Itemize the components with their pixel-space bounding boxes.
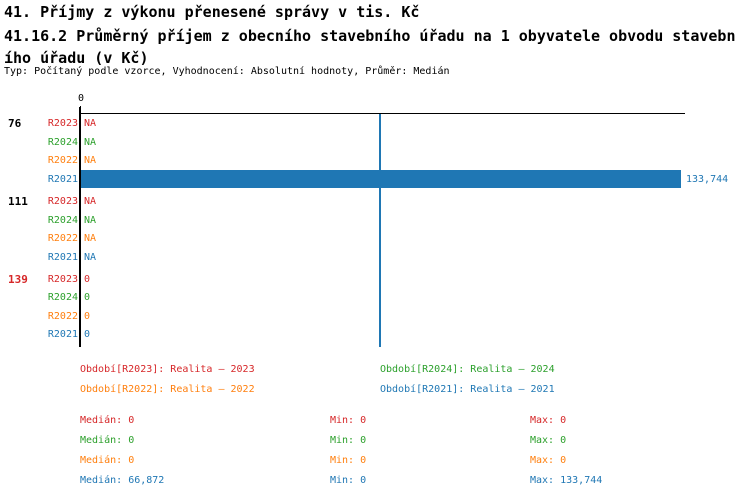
series-label-r2024: R2024 xyxy=(47,137,78,148)
stat-median-r2023: Medián: 0 xyxy=(80,414,134,427)
group-label-76: 76 xyxy=(8,117,22,130)
value-label: 0 xyxy=(84,311,91,322)
chart-row: R2024 NA xyxy=(0,214,750,227)
stat-value: 0 xyxy=(128,415,135,426)
stat-value: 0 xyxy=(360,475,367,486)
stat-label: Medián: xyxy=(80,455,123,466)
stat-value: 66,872 xyxy=(128,475,165,486)
chart-row: R2024 NA xyxy=(0,136,750,149)
group-label-111: 111 xyxy=(8,195,28,208)
bar-r2021-group-76 xyxy=(81,170,681,188)
stat-value: 0 xyxy=(360,435,367,446)
median-line xyxy=(379,114,381,347)
stat-value: 0 xyxy=(128,455,135,466)
stat-label: Min: xyxy=(330,415,355,426)
x-axis-zero-tick-label: 0 xyxy=(77,93,85,104)
series-label-r2023: R2023 xyxy=(47,274,78,285)
chart-row: 76 R2023 NA xyxy=(0,117,750,130)
legend-item-r2024: Období[R2024]: Realita – 2024 xyxy=(380,364,555,375)
chart-row: R2024 0 xyxy=(0,291,750,304)
series-label-r2021: R2021 xyxy=(47,252,78,263)
indicator-meta-line: Typ: Počítaný podle vzorce, Vyhodnocení:… xyxy=(4,66,450,77)
series-label-r2022: R2022 xyxy=(47,311,78,322)
stat-label: Min: xyxy=(330,455,355,466)
series-label-r2023: R2023 xyxy=(47,196,78,207)
page-title: 41. Příjmy z výkonu přenesené správy v t… xyxy=(4,3,420,21)
y-axis-line xyxy=(79,107,81,347)
legend-item-r2021: Období[R2021]: Realita – 2021 xyxy=(380,384,555,395)
value-label: NA xyxy=(84,233,97,244)
stat-value: 0 xyxy=(560,415,567,426)
series-label-r2023: R2023 xyxy=(47,118,78,129)
stat-label: Max: xyxy=(530,455,555,466)
series-label-r2022: R2022 xyxy=(47,155,78,166)
stat-median-r2022: Medián: 0 xyxy=(80,454,134,467)
stat-min-r2021: Min: 0 xyxy=(330,474,366,487)
stat-max-r2024: Max: 0 xyxy=(530,434,566,447)
stat-label: Min: xyxy=(330,435,355,446)
stat-label: Medián: xyxy=(80,435,123,446)
chart-row: 139 R2023 0 xyxy=(0,273,750,286)
series-label-r2022: R2022 xyxy=(47,233,78,244)
indicator-title: 41.16.2 Průměrný příjem z obecního stave… xyxy=(4,27,736,67)
value-label: NA xyxy=(84,118,97,129)
chart-row: R2022 0 xyxy=(0,310,750,323)
stat-value: 0 xyxy=(360,415,367,426)
stat-value: 0 xyxy=(360,455,367,466)
chart-row: R2022 NA xyxy=(0,232,750,245)
stat-min-r2024: Min: 0 xyxy=(330,434,366,447)
stat-label: Min: xyxy=(330,475,355,486)
stat-label: Medián: xyxy=(80,415,123,426)
legend-item-r2022: Období[R2022]: Realita – 2022 xyxy=(80,384,255,395)
value-label: NA xyxy=(84,252,97,263)
stat-label: Max: xyxy=(530,475,555,486)
stat-max-r2022: Max: 0 xyxy=(530,454,566,467)
series-label-r2021: R2021 xyxy=(47,329,78,340)
x-axis-line xyxy=(80,113,685,114)
bar-value-label: 133,744 xyxy=(686,174,729,185)
value-label: NA xyxy=(84,155,97,166)
stat-label: Max: xyxy=(530,435,555,446)
stat-min-r2023: Min: 0 xyxy=(330,414,366,427)
legend-item-r2023: Období[R2023]: Realita – 2023 xyxy=(80,364,255,375)
chart-row: 111 R2023 NA xyxy=(0,195,750,208)
chart-row: R2021 0 xyxy=(0,328,750,341)
stat-value: 133,744 xyxy=(560,475,603,486)
chart-row: R2021 NA xyxy=(0,251,750,264)
stat-min-r2022: Min: 0 xyxy=(330,454,366,467)
stat-max-r2023: Max: 0 xyxy=(530,414,566,427)
stat-label: Max: xyxy=(530,415,555,426)
value-label: 0 xyxy=(84,329,91,340)
stat-value: 0 xyxy=(560,435,567,446)
group-label-139: 139 xyxy=(8,273,28,286)
series-label-r2021: R2021 xyxy=(47,174,78,185)
series-label-r2024: R2024 xyxy=(47,292,78,303)
chart-row: R2021 xyxy=(0,173,750,186)
stat-max-r2021: Max: 133,744 xyxy=(530,474,602,487)
stat-median-r2021: Medián: 66,872 xyxy=(80,474,164,487)
series-label-r2024: R2024 xyxy=(47,215,78,226)
value-label: NA xyxy=(84,196,97,207)
stat-label: Medián: xyxy=(80,475,123,486)
chart-row: R2022 NA xyxy=(0,154,750,167)
value-label: 0 xyxy=(84,274,91,285)
stat-value: 0 xyxy=(560,455,567,466)
value-label: NA xyxy=(84,137,97,148)
stat-median-r2024: Medián: 0 xyxy=(80,434,134,447)
value-label: 0 xyxy=(84,292,91,303)
stat-value: 0 xyxy=(128,435,135,446)
value-label: NA xyxy=(84,215,97,226)
